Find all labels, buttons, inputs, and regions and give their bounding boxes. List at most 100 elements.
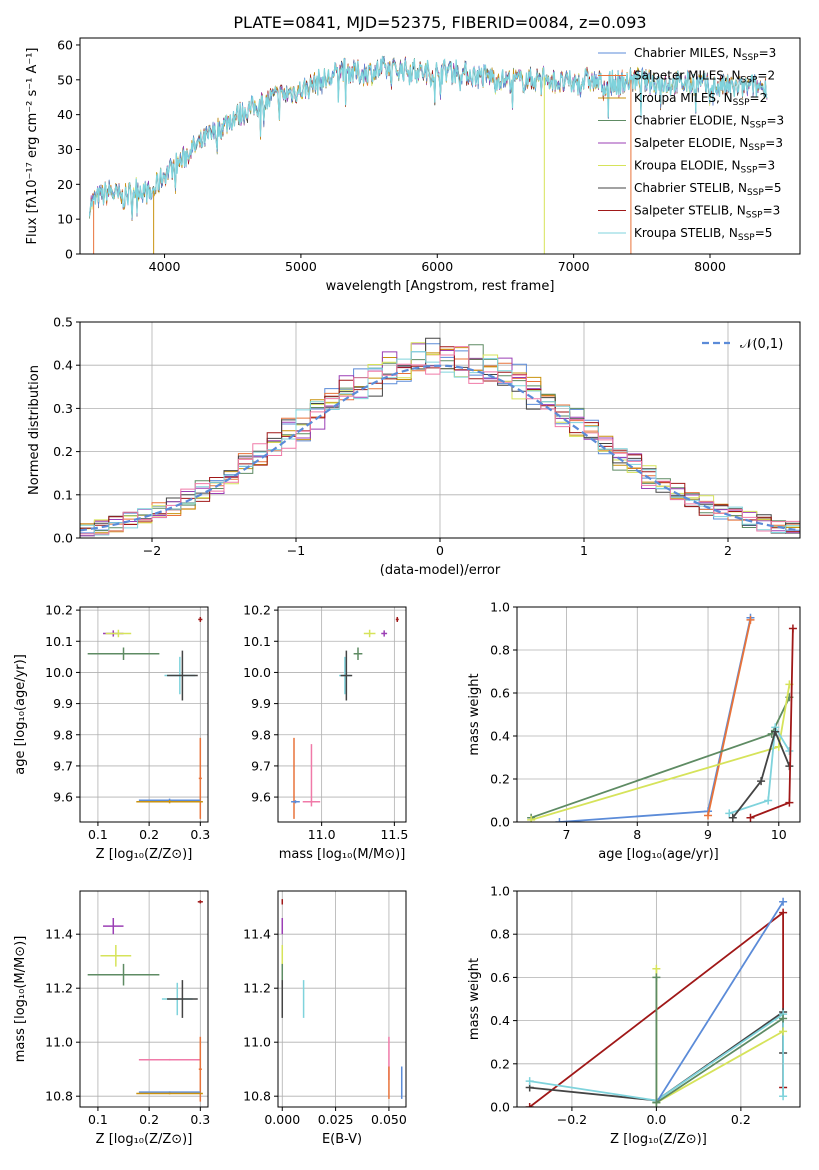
legend-label: Salpeter STELIB, NSSP=3 xyxy=(634,204,780,221)
y-tick-label: 10.2 xyxy=(45,603,73,618)
x-tick-label: 8000 xyxy=(694,259,726,274)
y-axis-label: mass weight xyxy=(467,958,482,1040)
spectrum-line xyxy=(88,56,768,218)
figure-title: PLATE=0841, MJD=52375, FIBERID=0084, z=0… xyxy=(233,13,646,32)
y-tick-label: 11.0 xyxy=(243,1035,271,1050)
y-tick-label: 0.4 xyxy=(490,729,510,744)
plot-area xyxy=(281,899,403,1099)
legend-label: Chabrier ELODIE, NSSP=3 xyxy=(634,114,784,131)
series-line xyxy=(529,1012,784,1102)
y-tick-label: 11.4 xyxy=(243,927,271,942)
y-tick-label: 40 xyxy=(57,107,73,122)
y-tick-label: 9.7 xyxy=(251,758,271,773)
axes-frame xyxy=(277,606,407,823)
y-tick-label: 9.9 xyxy=(53,696,73,711)
series-marker xyxy=(771,727,780,736)
x-tick-label: 11.5 xyxy=(380,827,408,842)
x-tick-label: 0.2 xyxy=(139,827,159,842)
y-tick-label: 0.2 xyxy=(53,444,73,459)
y-tick-label: 11.2 xyxy=(45,981,73,996)
y-tick-label: 0.4 xyxy=(53,358,73,373)
legend-label-main: Kroupa MILES, N xyxy=(634,91,733,105)
x-tick-label: 8 xyxy=(633,827,641,842)
legend-label: Chabrier MILES, NSSP=3 xyxy=(634,46,776,63)
series-marker xyxy=(785,747,794,756)
legend-label-sub: SSP xyxy=(742,53,759,63)
y-tick-label: 9.8 xyxy=(53,727,73,742)
legend-label-tail: =3 xyxy=(766,114,784,128)
legend-label-tail: =5 xyxy=(755,226,773,240)
legend-label-tail: =2 xyxy=(757,69,775,83)
y-tick-label: 0 xyxy=(65,247,73,262)
x-tick-label: 0 xyxy=(436,543,444,558)
y-tick-label: 1.0 xyxy=(490,600,510,615)
x-tick-label: 9 xyxy=(704,827,712,842)
legend-label-tail: =5 xyxy=(764,181,782,195)
legend-label-main: Chabrier ELODIE, N xyxy=(634,114,750,128)
y-tick-label: 10.0 xyxy=(243,665,271,680)
legend-label-sub: SSP xyxy=(733,98,750,108)
x-tick-label: 5000 xyxy=(285,259,317,274)
legend-label: 𝒩(0,1) xyxy=(740,337,783,352)
legend-label-main: Salpeter MILES, N xyxy=(634,69,741,83)
y-tick-label: 0.0 xyxy=(490,815,510,830)
legend-label-sub: SSP xyxy=(748,143,765,153)
legend-label-main: Chabrier STELIB, N xyxy=(634,181,747,195)
series-marker xyxy=(779,1014,788,1023)
legend-label-tail: =3 xyxy=(763,204,781,218)
y-tick-label: 10.1 xyxy=(243,634,271,649)
series-line xyxy=(707,619,752,816)
x-tick-label: 7000 xyxy=(558,259,590,274)
series-marker xyxy=(652,964,661,973)
y-axis-label: mass [log₁₀(M/M⊙)] xyxy=(13,936,28,1063)
y-tick-label: 9.7 xyxy=(53,758,73,773)
series-marker xyxy=(779,908,788,917)
y-tick-label: 30 xyxy=(57,142,73,157)
series-line xyxy=(530,696,791,819)
legend-label-tail: =3 xyxy=(757,159,775,173)
y-tick-label: 9.6 xyxy=(251,790,271,805)
y-tick-label: 10.8 xyxy=(243,1089,271,1104)
series-marker xyxy=(725,809,734,818)
x-axis-label: mass [log₁₀(M/M⊙)] xyxy=(279,847,406,862)
series-marker xyxy=(704,811,713,820)
series-marker xyxy=(525,1077,534,1086)
legend-label-sub: SSP xyxy=(750,121,767,131)
legend-label-sub: SSP xyxy=(738,233,755,243)
x-tick-label: 10 xyxy=(771,827,787,842)
y-tick-label: 11.0 xyxy=(45,1035,73,1050)
legend-label-sub: SSP xyxy=(746,211,763,221)
plot-area xyxy=(87,900,203,1102)
series-marker xyxy=(785,798,794,807)
y-axis-label: age [log₁₀(age/yr)] xyxy=(13,654,28,775)
y-axis-label: Normed distribution xyxy=(27,365,42,495)
y-tick-label: 10.0 xyxy=(45,665,73,680)
x-tick-label: 0.025 xyxy=(318,1112,354,1127)
axes-frame xyxy=(516,890,801,1108)
panel-mass-weight-vs-Z: −0.2 0.0 0.2 0.0 0.2 0.4 0.6 0.8 1.0 Z [log₁₀(Z/Z… xyxy=(467,884,801,1147)
axes-frame xyxy=(79,606,209,823)
series-marker xyxy=(779,1027,788,1036)
y-tick-label: 10 xyxy=(57,212,73,227)
x-tick-label: 1 xyxy=(580,543,588,558)
plot-area xyxy=(87,616,203,819)
series-marker xyxy=(555,818,564,822)
plot-area xyxy=(527,613,797,822)
series-line xyxy=(655,901,784,1104)
panel-spectrum: 4000 5000 6000 7000 8000 0 10 20 30 40 50 60 wavelen… xyxy=(25,37,801,294)
y-tick-label: 0.8 xyxy=(490,927,510,942)
series-marker xyxy=(746,813,755,822)
y-tick-label: 0.4 xyxy=(490,1013,510,1028)
y-tick-label: 0.8 xyxy=(490,643,510,658)
x-tick-label: −0.2 xyxy=(557,1112,587,1127)
panel-age-vs-Z: 0.1 0.2 0.3 9.6 9.7 9.8 9.9 10.0 10.1 10.2 Z [log₁… xyxy=(13,603,210,862)
x-tick-label: 0.2 xyxy=(731,1112,751,1127)
y-tick-label: 0.2 xyxy=(490,1056,510,1071)
series-marker xyxy=(779,897,788,906)
gaussian-curve xyxy=(80,364,800,532)
x-tick-label: 0.1 xyxy=(88,1112,108,1127)
legend-label: Salpeter MILES, NSSP=2 xyxy=(634,69,775,86)
axes-frame xyxy=(79,37,801,255)
y-tick-label: 0.0 xyxy=(53,531,73,546)
